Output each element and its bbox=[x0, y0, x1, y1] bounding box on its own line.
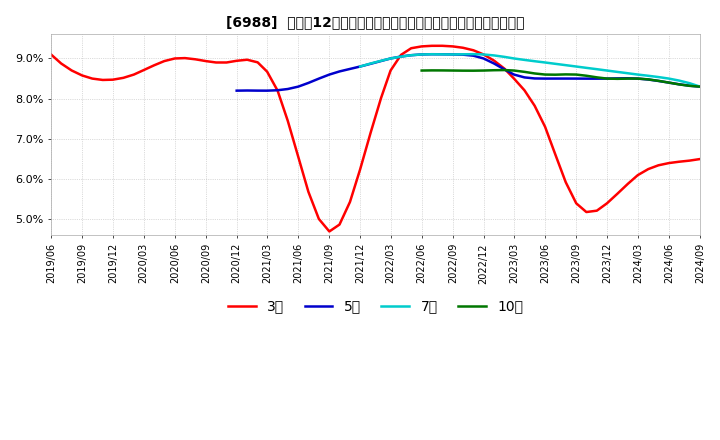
Legend: 3年, 5年, 7年, 10年: 3年, 5年, 7年, 10年 bbox=[222, 294, 528, 319]
Line: 10年: 10年 bbox=[422, 70, 700, 87]
Line: 5年: 5年 bbox=[237, 54, 700, 91]
Line: 3年: 3年 bbox=[51, 46, 700, 231]
Title: [6988]  売上高12か月移動合計の対前年同期増減率の標準偏差の推移: [6988] 売上高12か月移動合計の対前年同期増減率の標準偏差の推移 bbox=[226, 15, 525, 29]
Line: 7年: 7年 bbox=[360, 54, 700, 87]
